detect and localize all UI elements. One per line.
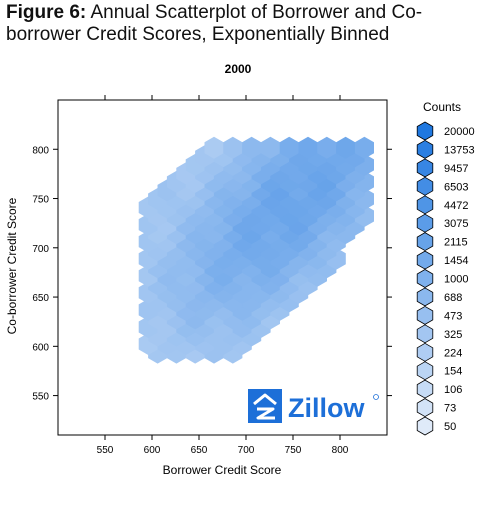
hexbin-cell — [354, 136, 374, 159]
legend-label: 154 — [444, 366, 462, 378]
legend-hexagon — [416, 195, 434, 215]
x-tick-label: 800 — [332, 445, 349, 456]
figure-title-text: Annual Scatterplot of Borrower and Co-bo… — [6, 2, 423, 45]
legend-label: 473 — [444, 310, 462, 322]
legend-label: 224 — [444, 347, 462, 359]
x-tick-label: 700 — [238, 445, 255, 456]
legend-hexagon — [416, 416, 434, 436]
legend-hexagon — [416, 269, 434, 288]
x-tick-label: 550 — [97, 445, 114, 456]
hexbin-cell — [317, 136, 337, 159]
legend-label: 50 — [444, 421, 456, 433]
registered-mark-icon — [373, 394, 379, 400]
legend-hexagon — [416, 232, 434, 252]
x-axis: 550 600 650 700 750 800 — [97, 95, 349, 456]
hexbin-cell — [336, 136, 356, 159]
legend-hexagon — [416, 361, 434, 381]
legend-hexagon — [416, 158, 434, 178]
hexbin-cell — [242, 136, 262, 159]
legend-hexagon — [416, 379, 434, 399]
hexbin-cell — [260, 136, 280, 159]
legend-label: 1000 — [444, 274, 468, 286]
hexbin-cells — [138, 136, 374, 364]
legend: 20000 13753 9457 6503 4472 3075 2115 1454 1000 68… — [416, 121, 475, 436]
y-axis: 550 600 650 700 750 800 — [32, 145, 392, 403]
x-axis-label: Borrower Credit Score — [163, 463, 282, 477]
legend-hexagon — [416, 398, 434, 418]
legend-label: 3075 — [444, 218, 468, 230]
zillow-wordmark: Zillow — [288, 393, 365, 423]
x-tick-label: 750 — [285, 445, 302, 456]
legend-hexagon — [416, 324, 434, 344]
legend-hexagon — [416, 305, 434, 325]
legend-hexagon — [416, 121, 434, 141]
legend-label: 325 — [444, 329, 462, 341]
legend-label: 4472 — [444, 200, 468, 212]
hexbin-cell — [204, 136, 224, 159]
legend-label: 2115 — [444, 237, 468, 249]
x-tick-label: 650 — [191, 445, 208, 456]
legend-label: 13753 — [444, 144, 475, 156]
y-tick-label: 750 — [32, 195, 49, 206]
x-tick-label: 600 — [144, 445, 161, 456]
legend-label: 688 — [444, 292, 462, 304]
legend-hexagon — [416, 213, 434, 233]
legend-label: 20000 — [444, 126, 475, 138]
legend-label: 9457 — [444, 163, 468, 175]
legend-label: 6503 — [444, 181, 468, 193]
figure-label: Figure 6: — [6, 2, 87, 23]
legend-label: 1454 — [444, 255, 468, 267]
y-tick-label: 800 — [32, 145, 49, 156]
hexbin-cell — [279, 136, 299, 159]
legend-label: 73 — [444, 403, 456, 415]
figure-title: Figure 6: Annual Scatterplot of Borrower… — [6, 2, 476, 46]
legend-hexagon — [416, 342, 434, 362]
legend-hexagon — [416, 139, 434, 159]
plot-frame — [57, 99, 388, 436]
hexbin-cell — [298, 136, 318, 159]
y-tick-label: 550 — [32, 392, 49, 403]
zillow-house-icon — [253, 393, 277, 420]
zillow-logo: Zillow — [248, 389, 379, 423]
legend-title: Counts — [423, 100, 461, 114]
hexbin-cell — [223, 136, 243, 159]
y-tick-label: 700 — [32, 244, 49, 255]
panel-title: 2000 — [225, 62, 252, 76]
y-tick-label: 600 — [32, 342, 49, 353]
legend-hexagon — [416, 176, 434, 196]
y-axis-label: Co-borrower Credit Score — [5, 197, 19, 334]
legend-hexagon — [416, 287, 434, 307]
legend-label: 106 — [444, 384, 462, 396]
legend-hexagon — [416, 250, 434, 270]
y-tick-label: 650 — [32, 293, 49, 304]
